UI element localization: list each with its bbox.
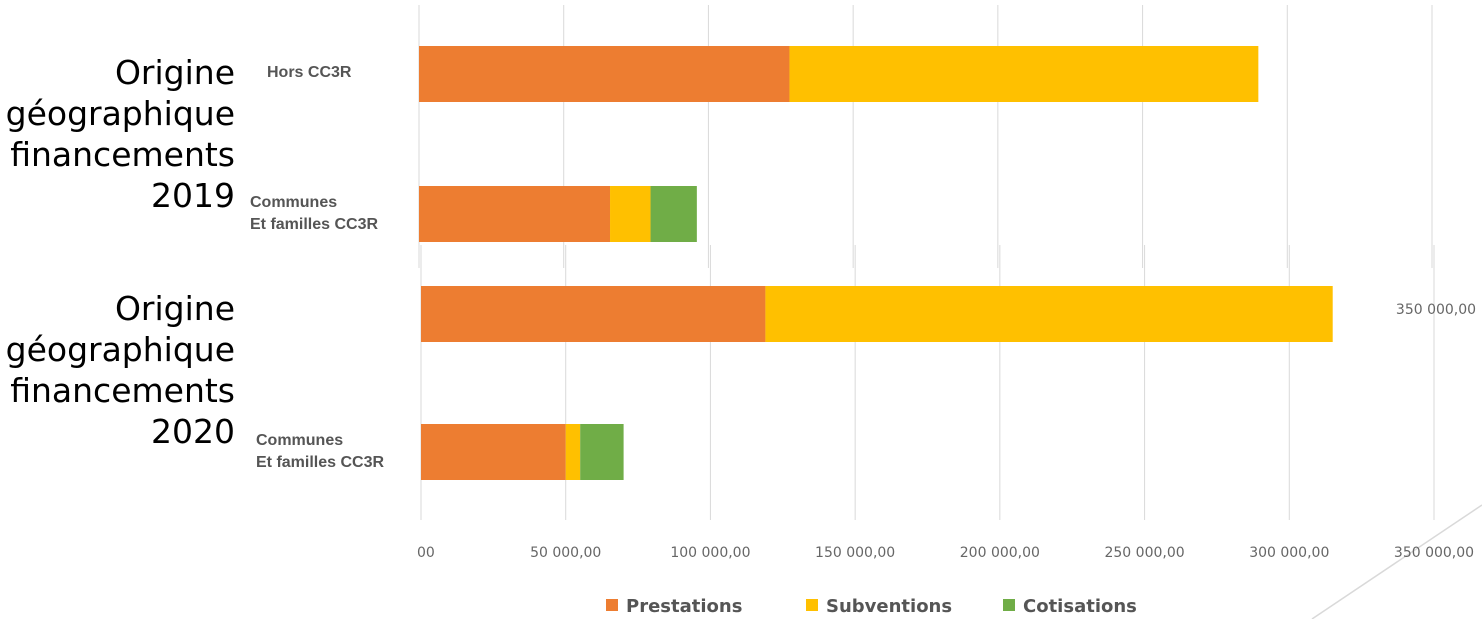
legend-label: Cotisations	[1023, 596, 1137, 617]
category-label-line: Et familles CC3R	[250, 216, 379, 233]
panel-label-line: financements	[10, 135, 235, 174]
panel-label-2020: Origine géographique financements 2020	[6, 288, 235, 452]
axis-value-label: 350 000,00	[1396, 302, 1476, 318]
category-label-communes-2019: Communes Et familles CC3R	[250, 192, 378, 236]
x-tick-label: 150 000,00	[815, 545, 895, 561]
legend-item-subventions: Subventions	[806, 596, 952, 617]
legend-swatch	[806, 599, 818, 611]
x-tick-label: 250 000,00	[1104, 545, 1184, 561]
panel-label-line: Origine	[114, 289, 235, 328]
x-tick-label: 100 000,00	[670, 545, 750, 561]
panel-label-line: géographique	[5, 94, 235, 133]
x-tick-label: 50 000,00	[530, 545, 601, 561]
bar-subventions	[765, 286, 1333, 342]
bar-prestations	[419, 186, 611, 242]
legend-swatch	[1003, 599, 1015, 611]
category-label-communes-2020: Communes Et familles CC3R	[256, 430, 384, 474]
category-label-line: Et familles CC3R	[256, 454, 385, 471]
legend-swatch	[606, 599, 618, 611]
bar-cotisations	[650, 186, 697, 242]
category-label-hors-cc3r-2019: Hors CC3R	[267, 64, 352, 81]
x-tick-label: 200 000,00	[960, 545, 1040, 561]
decorative-diagonal-line	[1311, 504, 1482, 619]
bar-subventions	[610, 186, 651, 242]
panel-label-2019: Origine géographique financements 2019	[6, 52, 235, 216]
x-tick-label: 350 000,00	[1394, 545, 1474, 561]
category-label-text: Communes Et familles CC3R	[256, 430, 384, 474]
x-tick-label: 00	[417, 545, 435, 561]
legend: Prestations Subventions Cotisations	[0, 596, 1482, 618]
chart-panel-0	[418, 5, 1433, 268]
bar-cotisations	[580, 424, 624, 480]
panel-label-line: Origine	[114, 53, 235, 92]
category-label-line: Communes	[256, 432, 344, 449]
legend-label: Subventions	[826, 596, 953, 617]
bar-subventions	[789, 46, 1259, 102]
panel-label-line: 2020	[151, 412, 235, 451]
chart-panel-1	[420, 245, 1435, 520]
panel-label-line: financements	[10, 371, 235, 410]
category-label-text: Communes Et familles CC3R	[250, 192, 378, 236]
legend-label: Prestations	[626, 596, 743, 617]
bar-prestations	[421, 424, 566, 480]
bar-prestations	[419, 46, 790, 102]
category-label-line: Communes	[250, 194, 338, 211]
panel-label-line: géographique	[5, 330, 235, 369]
panel-label-line: 2019	[151, 176, 235, 215]
x-tick-label: 300 000,00	[1249, 545, 1329, 561]
legend-item-prestations: Prestations	[606, 596, 742, 617]
legend-item-cotisations: Cotisations	[1003, 596, 1137, 617]
bar-prestations	[421, 286, 766, 342]
bar-subventions	[565, 424, 581, 480]
